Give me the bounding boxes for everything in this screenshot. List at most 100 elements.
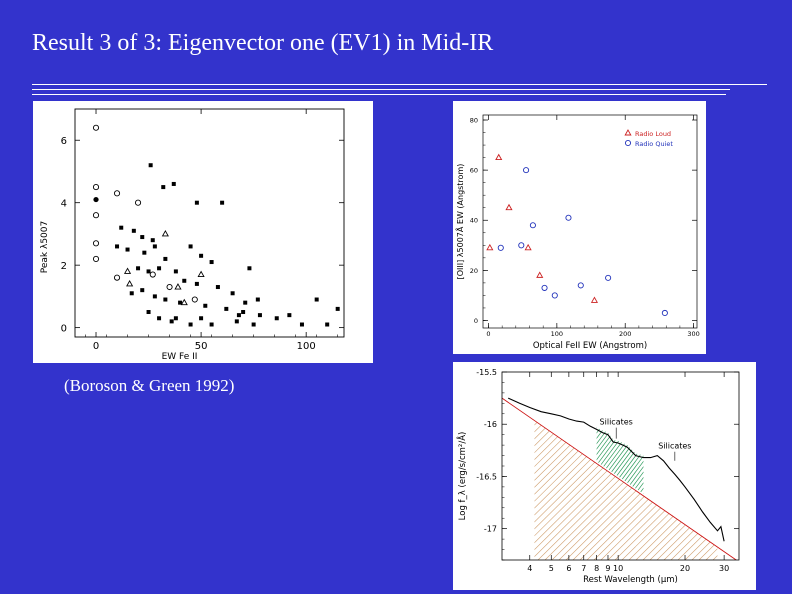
hatch-line	[698, 420, 718, 560]
hatch-line	[677, 420, 718, 560]
hatch-line	[607, 420, 718, 560]
hatch-line	[741, 372, 756, 560]
x-tick-label: 200	[619, 330, 631, 338]
hatch-line	[453, 372, 454, 560]
hatch-line	[593, 420, 718, 560]
silicates-annotation-1: Silicates	[600, 418, 633, 427]
data-point	[126, 279, 134, 287]
x-axis-label: Optical FeII EW (Angstrom)	[533, 341, 647, 351]
hatch-line	[621, 427, 644, 494]
hatch-line	[694, 372, 756, 560]
data-point	[551, 292, 558, 299]
hatch-line	[635, 420, 718, 560]
hatch-line	[596, 427, 644, 494]
hatch-line	[596, 427, 644, 494]
data-point	[92, 124, 100, 131]
hatch-line	[621, 420, 718, 560]
hatch-line	[754, 372, 756, 560]
data-point	[92, 255, 100, 262]
hatch-line	[682, 372, 756, 560]
hatch-line	[534, 420, 631, 560]
title-divider-mid	[32, 89, 730, 90]
x-tick-label: 5	[549, 564, 554, 573]
x-tick-label: 10	[613, 564, 623, 573]
data-point	[191, 296, 198, 303]
data-point	[325, 322, 330, 327]
hatch-line	[748, 372, 756, 560]
data-point	[230, 291, 235, 296]
silicates-annotation-2: Silicates	[658, 442, 691, 451]
figure-caption: (Boroson & Green 1992)	[64, 376, 235, 395]
data-point	[146, 269, 151, 274]
data-point	[251, 322, 256, 327]
data-point	[119, 225, 124, 230]
y-tick-label: 2	[61, 261, 67, 272]
hatch-line	[565, 420, 718, 560]
hatch-line	[534, 420, 645, 560]
data-point	[495, 153, 503, 161]
hatch-line	[596, 427, 644, 494]
hatch-line	[596, 427, 644, 494]
x-tick-label: 8	[594, 564, 599, 573]
plot-frame	[501, 371, 740, 561]
hatch-line	[658, 372, 756, 560]
data-point	[234, 319, 239, 324]
data-point	[129, 291, 134, 296]
data-point	[247, 266, 252, 271]
data-point	[173, 316, 178, 321]
hatch-line	[605, 427, 644, 494]
hatch-line	[734, 372, 756, 560]
hatch-line	[609, 427, 644, 494]
x-tick-label: 4	[527, 564, 532, 573]
y-axis-label: Peak λ5007	[40, 221, 50, 273]
data-point	[180, 298, 188, 306]
hatch-line	[454, 372, 594, 560]
data-point	[93, 196, 99, 203]
data-point	[577, 282, 584, 289]
data-point	[274, 316, 279, 321]
x-tick-label: 50	[195, 341, 208, 352]
data-point	[224, 306, 229, 311]
oiii-vs-feii-scatter-plot: 0 100 200 300 0 20 40 60 80 Optical FeII EW (Angs…	[454, 114, 700, 351]
hatch-line	[720, 372, 756, 560]
title-divider-bottom	[32, 94, 726, 95]
hatch-line	[649, 420, 718, 560]
hatch-line	[596, 427, 644, 494]
hatch-line	[596, 427, 644, 494]
data-point	[215, 285, 220, 290]
plot-frame	[74, 108, 345, 338]
data-point	[199, 316, 204, 321]
data-point	[194, 281, 199, 286]
hatch-line	[551, 420, 718, 560]
x-tick-label: 9	[605, 564, 610, 573]
hatch-line	[714, 372, 756, 560]
hatch-line	[642, 420, 718, 560]
hatch-line	[670, 372, 756, 560]
hatch-line	[596, 427, 639, 494]
hatch-line	[596, 427, 635, 494]
hatch-line	[755, 372, 756, 560]
hatch-line	[726, 372, 756, 560]
hatch-line	[596, 427, 644, 494]
y-tick-label: -15.5	[476, 368, 497, 377]
data-point	[171, 181, 176, 186]
hatch-line	[625, 427, 644, 494]
hatch-line	[596, 427, 619, 494]
legend-label: Radio Quiet	[635, 140, 673, 148]
hatch-line	[534, 420, 694, 560]
title-divider-top	[32, 84, 767, 85]
data-point	[236, 313, 241, 318]
x-tick-label: 100	[297, 341, 316, 352]
data-point	[150, 238, 155, 243]
data-point	[335, 306, 340, 311]
hatch-line	[534, 420, 638, 560]
data-point	[486, 243, 494, 251]
silicate-hatch	[453, 372, 756, 560]
data-point	[257, 313, 262, 318]
legend-marker	[624, 129, 632, 136]
data-point	[287, 313, 292, 318]
hatch-line	[686, 372, 756, 560]
data-point	[197, 270, 205, 277]
hatch-line	[706, 372, 756, 560]
hatch-line	[601, 427, 644, 494]
